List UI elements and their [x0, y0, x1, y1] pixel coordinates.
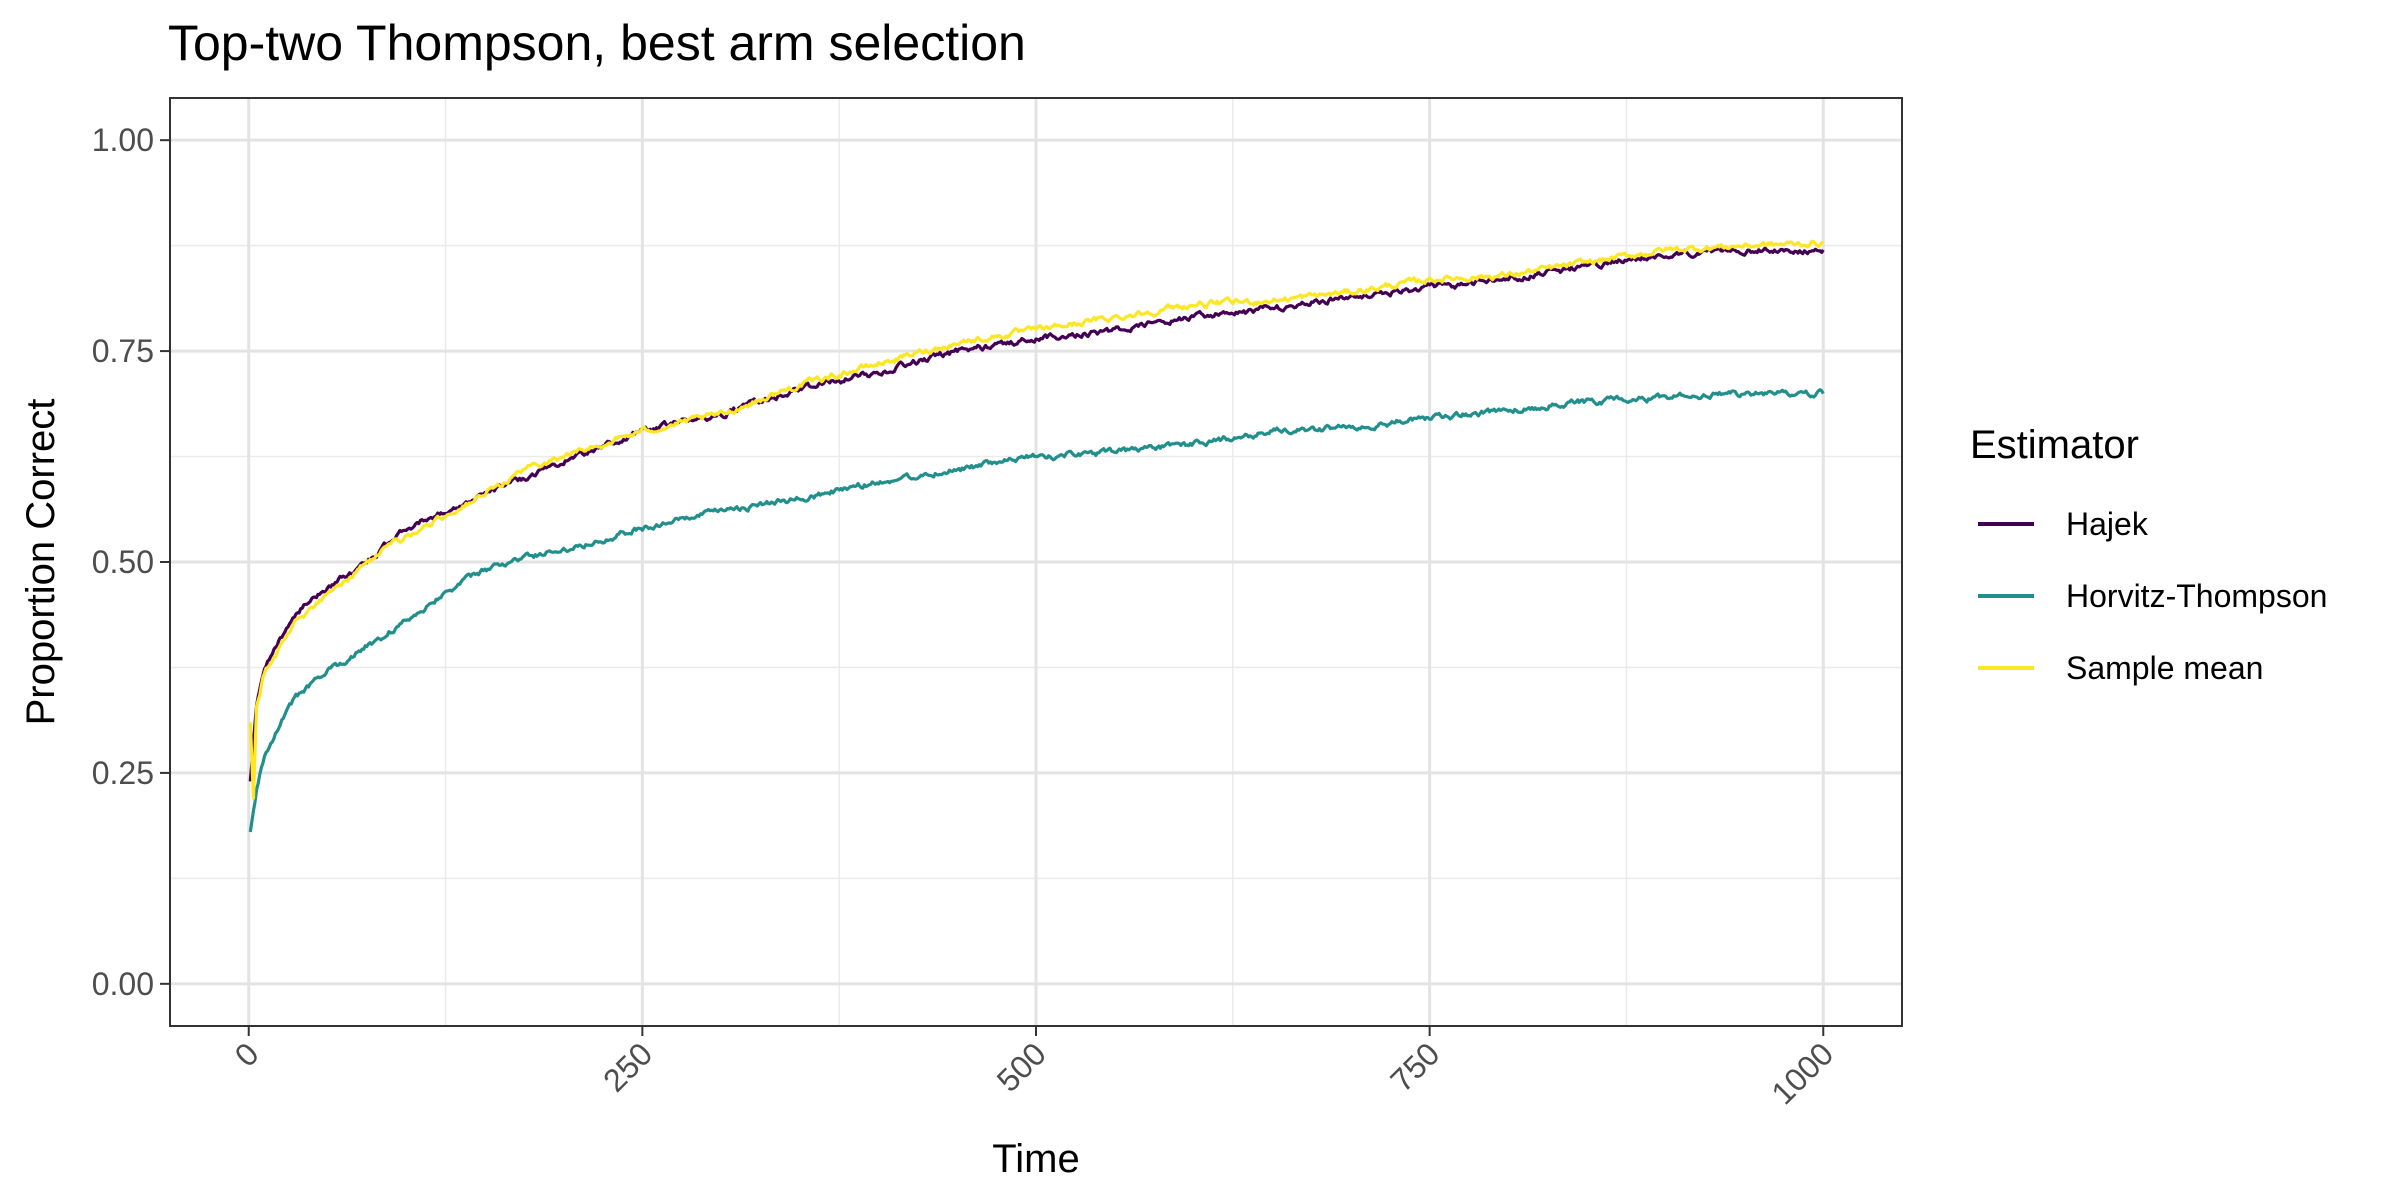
legend-items: Hajek Horvitz-Thompson Sample mean: [1978, 506, 2327, 686]
series-line-sample-mean: [248, 239, 1825, 800]
x-tick-label: 1000: [1764, 1035, 1840, 1111]
y-tick-label: 0.00: [92, 966, 154, 1002]
x-tick-label: 750: [1383, 1035, 1446, 1098]
legend: Estimator Hajek Horvitz-Thompson Sample me…: [1970, 423, 2327, 686]
y-tick-label: 0.75: [92, 333, 154, 369]
series-line-horvitz-thompson: [248, 388, 1825, 833]
grid: [170, 98, 1902, 1026]
series-lines: [248, 239, 1825, 833]
x-tick-label: 500: [990, 1035, 1053, 1098]
legend-title: Estimator: [1970, 423, 2139, 467]
series-line-hajek: [248, 245, 1825, 782]
y-tick-label: 0.25: [92, 755, 154, 791]
axis-ticks: 0 250 500 750 1000 0.00 0.25 0.50 0.75 1.00: [92, 122, 1841, 1111]
chart-title: Top-two Thompson, best arm selection: [168, 15, 1026, 71]
x-tick-label: 250: [596, 1035, 659, 1098]
x-axis-title: Time: [992, 1137, 1079, 1181]
y-tick-label: 0.50: [92, 544, 154, 580]
legend-label: Horvitz-Thompson: [2066, 578, 2327, 614]
x-tick-label: 0: [228, 1035, 266, 1073]
y-tick-label: 1.00: [92, 122, 154, 158]
legend-label: Hajek: [2066, 506, 2149, 542]
legend-label: Sample mean: [2066, 650, 2263, 686]
y-axis-title: Proportion Correct: [19, 399, 63, 726]
